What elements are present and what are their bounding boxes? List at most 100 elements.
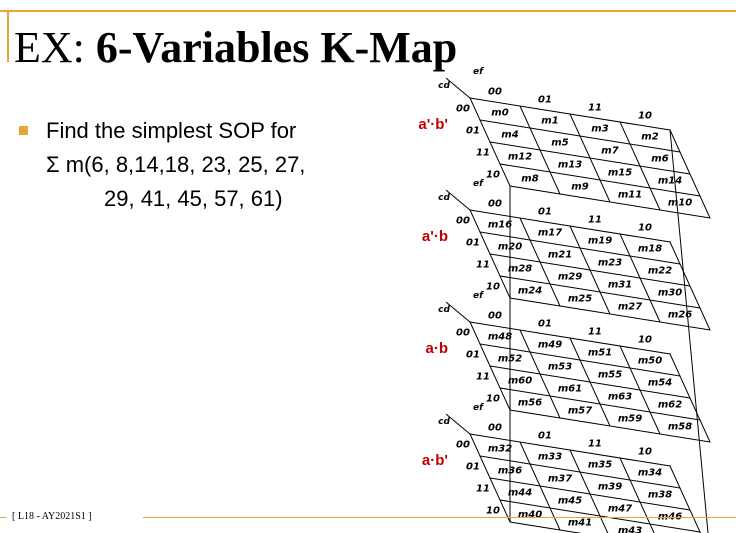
kmap-cell-m58: m58 [668, 422, 692, 433]
kmap-row-label-10: 10 [486, 170, 500, 181]
kmap-row-label-11: 11 [476, 372, 490, 383]
kmap-cell-m51: m51 [588, 348, 612, 359]
kmap-cell-m62: m62 [658, 400, 682, 411]
bottom-rule-left [0, 517, 6, 518]
kmap-cell-m6: m6 [651, 154, 668, 165]
kmap-cell-m28: m28 [508, 264, 532, 275]
kmap-col-label-01: 01 [538, 431, 552, 442]
kmap-cell-m1: m1 [541, 116, 558, 127]
kmap-cd-label: cd [438, 193, 450, 203]
footer-text: [ L18 - AY2021S1 ] [12, 511, 92, 522]
kmap-cell-m38: m38 [648, 490, 672, 501]
kmap-cd-label: cd [438, 417, 450, 427]
kmap-row-label-00: 00 [456, 328, 470, 339]
kmap-row-label-01: 01 [466, 238, 480, 249]
kmap-cell-m47: m47 [608, 504, 632, 515]
kmap-col-label-11: 11 [588, 439, 602, 450]
kmap-cell-m59: m59 [618, 414, 642, 425]
kmap-col-line [619, 345, 661, 435]
kmap-cell-m29: m29 [558, 272, 582, 283]
kmap-row-label-10: 10 [486, 506, 500, 517]
kmap-col-label-10: 10 [638, 111, 652, 122]
kmap-col-line [619, 233, 661, 323]
kmap-row-label-00: 00 [456, 104, 470, 115]
kmap-cell-m14: m14 [658, 176, 682, 187]
kmap-ef-label: ef [473, 179, 484, 189]
kmap-layer-label: a'·b [422, 228, 448, 245]
kmap-row-label-10: 10 [486, 282, 500, 293]
kmap-col-line [519, 441, 561, 531]
kmap-cell-m12: m12 [508, 152, 532, 163]
kmap-ef-label: ef [473, 67, 484, 77]
kmap-box-edge-right [669, 129, 709, 533]
slide-title: EX: 6-Variables K-Map [14, 22, 457, 74]
kmap-cell-m3: m3 [591, 124, 608, 135]
kmap-col-line [519, 329, 561, 419]
title-bold: 6-Variables K-Map [95, 23, 458, 72]
kmap-cell-m22: m22 [648, 266, 672, 277]
kmap-cell-m45: m45 [558, 496, 582, 507]
kmap-cell-m18: m18 [638, 244, 662, 255]
kmap-cell-m10: m10 [668, 198, 692, 209]
kmap-row-label-01: 01 [466, 350, 480, 361]
kmap-cell-m23: m23 [598, 258, 622, 269]
kmap-col-line [519, 217, 561, 307]
kmap-row-label-11: 11 [476, 484, 490, 495]
kmap-col-label-11: 11 [588, 215, 602, 226]
bullet-line-1: Find the simplest SOP for [46, 118, 297, 143]
kmap-layers: ef cd 00 01 11 10 00 01 11 10 m0 m1 m3 m2 m4 m5 m7 m6 m12 m… [418, 67, 711, 533]
kmap-cd-label: cd [438, 81, 450, 91]
kmap-corner-diagonal [445, 301, 471, 323]
kmap-corner-diagonal [445, 189, 471, 211]
kmap-col-label-11: 11 [588, 327, 602, 338]
kmap-row-label-01: 01 [466, 462, 480, 473]
kmap-cell-m26: m26 [668, 310, 692, 321]
kmap-cell-m39: m39 [598, 482, 622, 493]
kmap-cell-m30: m30 [658, 288, 682, 299]
left-rule [7, 10, 9, 62]
kmap-cell-m34: m34 [638, 468, 662, 479]
kmap-cell-m9: m9 [571, 182, 588, 193]
kmap-col-line [569, 337, 611, 427]
bottom-rule-right [143, 517, 736, 518]
kmap-cell-m37: m37 [548, 474, 572, 485]
kmap-col-line [569, 225, 611, 315]
kmap-cell-m11: m11 [618, 190, 642, 201]
kmap-cell-m63: m63 [608, 392, 632, 403]
kmap-cell-m61: m61 [558, 384, 582, 395]
kmap-cell-m27: m27 [618, 302, 642, 313]
kmap-col-line [569, 449, 609, 533]
kmap-col-label-00: 00 [488, 311, 502, 322]
kmap-cell-m24: m24 [518, 286, 542, 297]
bullet-line-3: 29, 41, 45, 57, 61) [104, 186, 283, 211]
kmap-cell-m2: m2 [641, 132, 658, 143]
kmap-cell-m33: m33 [538, 452, 562, 463]
kmap-cell-m54: m54 [648, 378, 672, 389]
kmap-cd-label: cd [438, 305, 450, 315]
bullet-icon [19, 126, 28, 135]
kmap-cell-m41: m41 [568, 518, 592, 529]
kmap-cell-m4: m4 [501, 130, 518, 141]
kmap-col-label-01: 01 [538, 207, 552, 218]
kmap-cell-m5: m5 [551, 138, 568, 149]
kmap-cell-m35: m35 [588, 460, 612, 471]
kmap-cell-m43: m43 [618, 526, 642, 533]
kmap-col-line [619, 121, 661, 211]
kmap-col-label-10: 10 [638, 223, 652, 234]
kmap-cell-m17: m17 [538, 228, 562, 239]
kmap-col-line [569, 113, 611, 203]
kmap-cell-m21: m21 [548, 250, 572, 261]
kmap-row-label-11: 11 [476, 148, 490, 159]
kmap-cell-m57: m57 [568, 406, 592, 417]
kmap-col-line [519, 105, 561, 195]
kmap-row-label-00: 00 [456, 440, 470, 451]
kmap-cell-m7: m7 [601, 146, 618, 157]
kmap-col-line [619, 457, 655, 533]
kmap-row-label-11: 11 [476, 260, 490, 271]
kmap-cell-m15: m15 [608, 168, 632, 179]
kmap-cell-m48: m48 [488, 332, 512, 343]
kmap-cell-m13: m13 [558, 160, 582, 171]
top-rule [0, 10, 736, 12]
kmap-layer-label: a·b' [422, 452, 448, 469]
